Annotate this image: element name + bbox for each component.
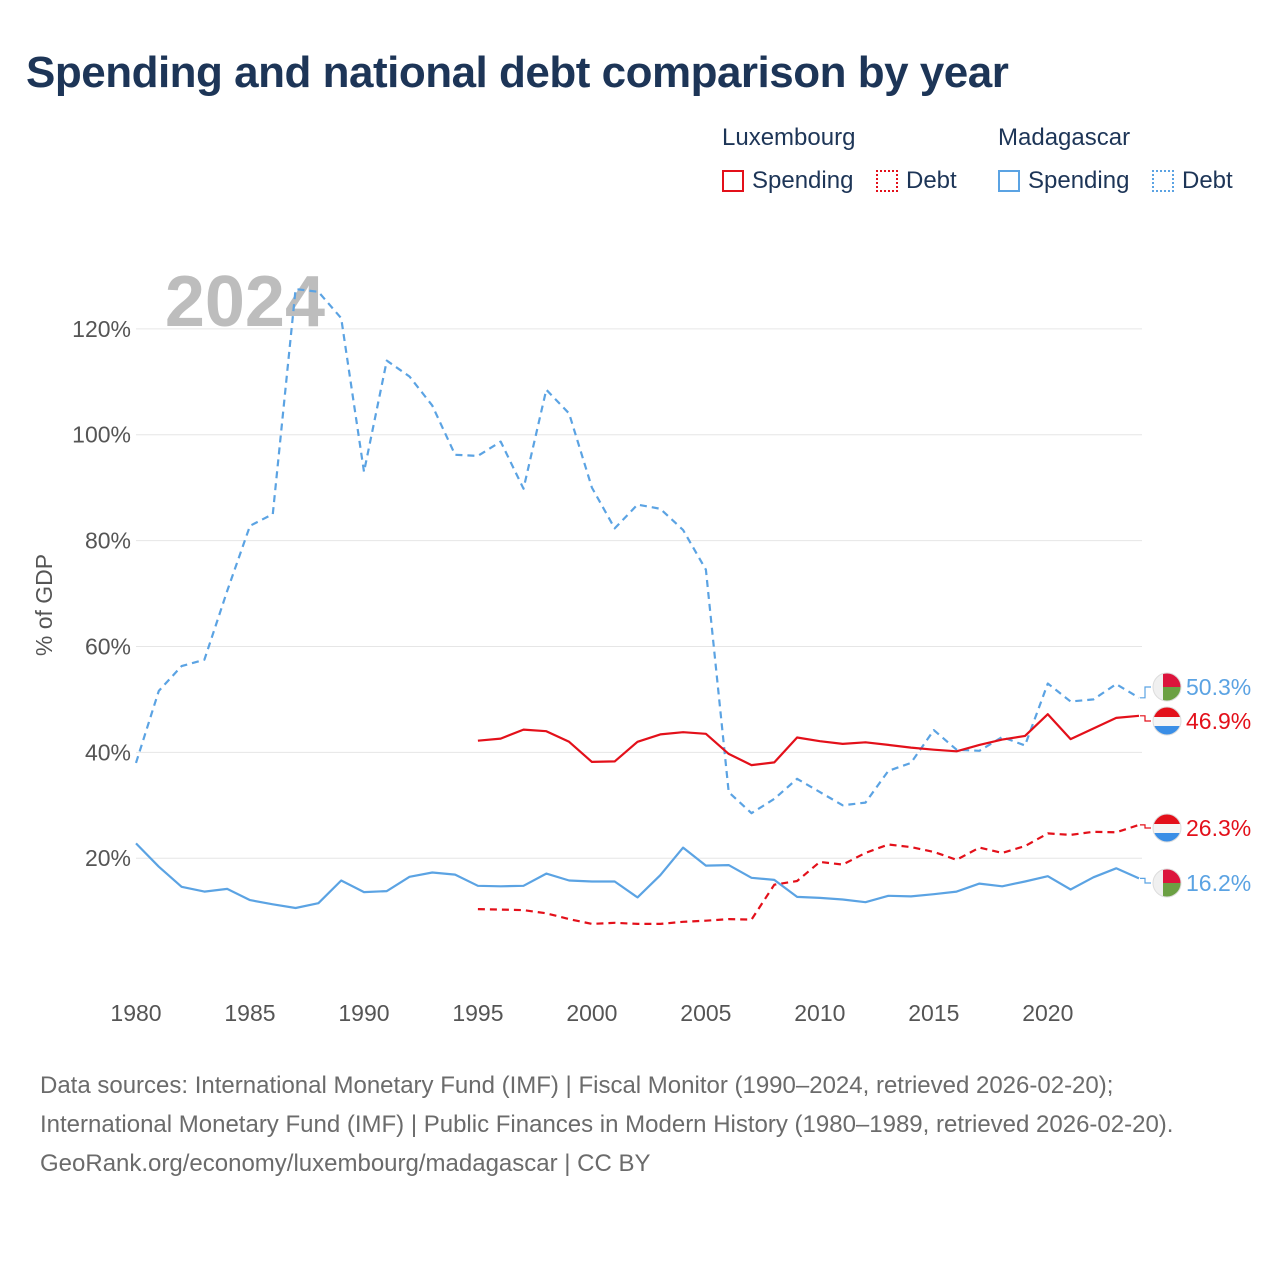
year-watermark: 2024 [165,262,325,342]
luxembourg-flag-icon [1153,707,1181,735]
x-tick-label: 1985 [224,1000,275,1026]
y-axis-label: % of GDP [31,554,57,656]
legend-item-madagascar-spending[interactable]: Spending [998,166,1129,196]
flag-outline [1152,813,1182,843]
x-tick-label: 1980 [110,1000,161,1026]
x-tick-label: 2010 [794,1000,845,1026]
x-tick-label: 2020 [1022,1000,1073,1026]
legend-item-luxembourg-debt[interactable]: Debt [876,166,957,196]
end-connector [1140,715,1151,722]
x-tick-label: 1990 [338,1000,389,1026]
legend-item-luxembourg-spending[interactable]: Spending [722,166,853,196]
legend-swatch-solid-icon [998,170,1020,192]
data-sources: Data sources: International Monetary Fun… [40,1072,1174,1138]
y-tick-label: 20% [85,845,131,871]
y-tick-label: 100% [72,422,131,448]
chart-title: Spending and national debt comparison by… [26,48,1009,97]
legend-group-luxembourg: Luxembourg [722,124,856,151]
flag-outline [1152,672,1182,702]
footer: Data sources: International Monetary Fun… [40,1066,1240,1183]
legend-swatch-solid-icon [722,170,744,192]
legend-item-madagascar-debt[interactable]: Debt [1152,166,1233,196]
end-value-label: 16.2% [1186,870,1251,896]
end-value-label: 50.3% [1186,674,1251,700]
y-tick-label: 80% [85,528,131,554]
legend-group-madagascar: Madagascar [998,124,1131,151]
line-chart: 2024 20% 40% 60% 80% 100% 120% 1980 1985 1990 19… [31,262,1251,1026]
source-link[interactable]: GeoRank.org/economy/luxembourg/madagasca… [40,1150,651,1177]
legend-label: Spending [752,167,854,194]
legend-label: Debt [1182,167,1233,194]
legend-label: Debt [906,167,957,194]
flag-outline [1152,706,1182,736]
end-connector [1140,686,1151,699]
y-tick-label: 120% [72,316,131,342]
x-tick-label: 2000 [566,1000,617,1026]
y-tick-label: 60% [85,633,131,659]
x-tick-label: 2005 [680,1000,731,1026]
end-connector [1140,824,1151,829]
x-tick-label: 1995 [452,1000,503,1026]
series-line-luxembourg-debt [477,823,1140,926]
series-line-luxembourg-spending [477,713,1140,767]
x-tick-label: 2015 [908,1000,959,1026]
luxembourg-flag-icon [1153,814,1181,842]
legend-label: Spending [1028,167,1130,194]
end-value-label: 46.9% [1186,708,1251,734]
flag-outline [1152,868,1182,898]
series-line-madagascar-spending [135,842,1140,910]
series-line-madagascar-debt [134,288,1140,815]
end-value-label: 26.3% [1186,815,1251,841]
legend-swatch-dotted-icon [1152,170,1174,192]
legend-swatch-dotted-icon [876,170,898,192]
y-tick-label: 40% [85,739,131,765]
end-connector [1140,877,1151,884]
